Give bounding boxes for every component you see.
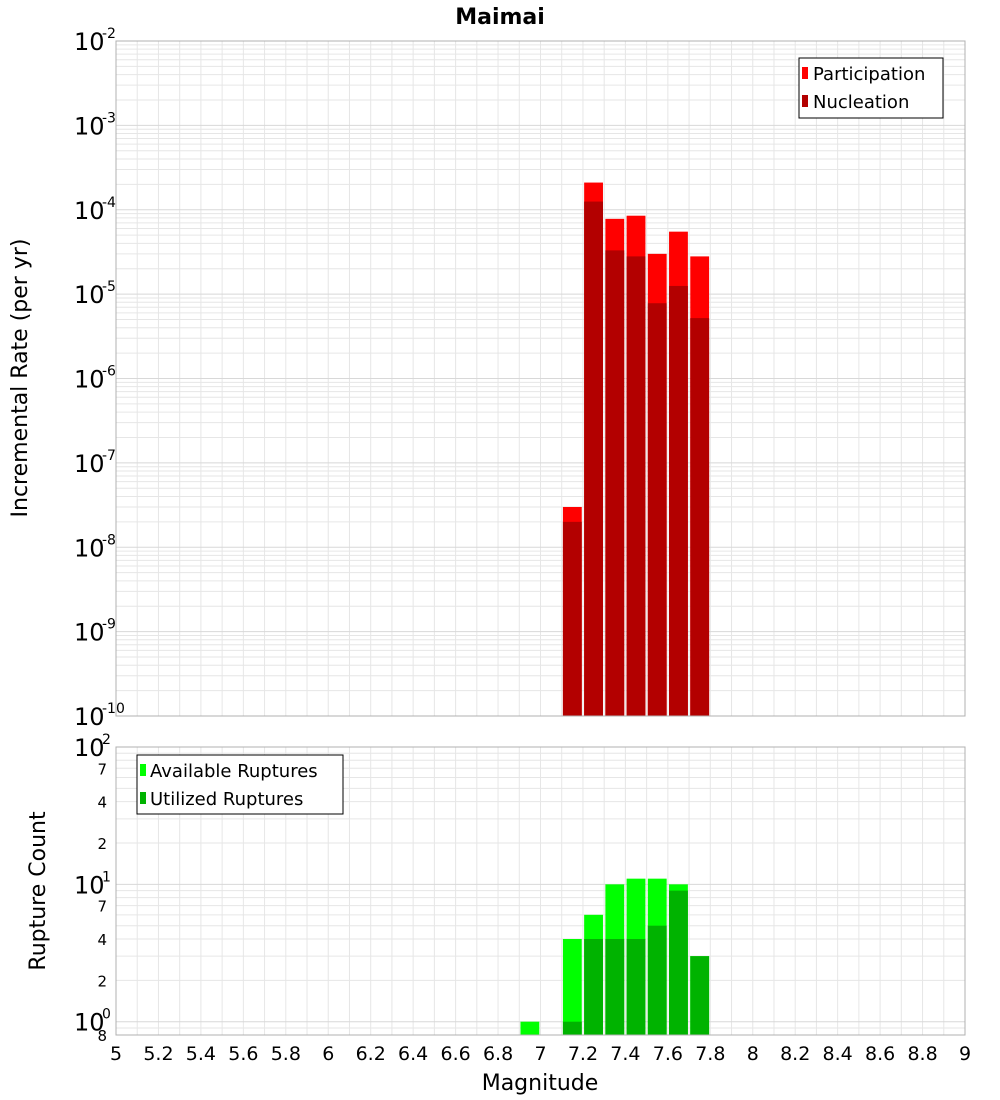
nucleation-bar <box>669 285 688 716</box>
y-tick-label: 10 <box>74 112 105 140</box>
y-tick-exponent: -8 <box>102 532 116 548</box>
x-tick-label: 8.4 <box>823 1043 853 1065</box>
legend-swatch-available <box>140 764 146 776</box>
bottom-legend: Available Ruptures Utilized Ruptures <box>136 754 344 815</box>
y-tick-minor-label: 4 <box>97 794 107 812</box>
x-axis-label: Magnitude <box>482 1071 599 1096</box>
y-tick-label: 10 <box>74 28 105 56</box>
y-tick-exponent: 1 <box>102 869 111 885</box>
legend-label-available: Available Ruptures <box>150 761 318 782</box>
y-tick-label: 10 <box>74 1009 105 1037</box>
x-tick-label: 5.6 <box>228 1043 258 1065</box>
y-tick-label: 10 <box>74 281 105 309</box>
nucleation-bar <box>690 318 710 716</box>
utilized-ruptures-bar <box>669 890 688 1035</box>
bottom-y-axis-label: Rupture Count <box>26 811 51 971</box>
x-tick-label: 7 <box>534 1043 546 1065</box>
y-tick-exponent: -9 <box>102 617 116 633</box>
bottom-plot-frame <box>115 746 966 1036</box>
x-tick-label: 5 <box>110 1043 122 1065</box>
y-tick-exponent: -4 <box>102 195 116 211</box>
y-tick-label: 10 <box>74 197 105 225</box>
utilized-ruptures-bar <box>562 1021 582 1035</box>
legend-swatch-utilized <box>140 792 146 804</box>
y-tick-minor-label: 7 <box>97 760 107 778</box>
y-tick-label: 10 <box>74 450 105 478</box>
y-tick-label: 10 <box>74 871 105 899</box>
top-grid <box>115 40 966 717</box>
y-tick-label: 10 <box>74 534 105 562</box>
bottom-bars <box>520 878 710 1035</box>
y-tick-minor-label: 7 <box>97 898 107 916</box>
x-tick-label: 6.6 <box>440 1043 470 1065</box>
chart-title: Maimai <box>455 5 545 30</box>
nucleation-bar <box>562 521 582 716</box>
y-tick-label: 10 <box>74 366 105 394</box>
x-tick-label: 5.8 <box>271 1043 301 1065</box>
x-tick-label: 9 <box>959 1043 971 1065</box>
top-y-axis-label: Incremental Rate (per yr) <box>8 239 33 518</box>
x-tick-label: 6.8 <box>483 1043 513 1065</box>
x-ticks: 5 5.2 5.4 5.6 5.8 6 6.2 6.4 6.6 6.8 7 7.2 7.4 7.6 7.8 8… <box>110 1043 971 1065</box>
available-ruptures-bar <box>520 1021 540 1035</box>
y-tick-minor-label: 4 <box>97 931 107 949</box>
nucleation-bar <box>647 303 667 716</box>
y-tick-exponent: -5 <box>102 279 116 295</box>
top-bars <box>562 182 710 717</box>
legend-label-nucleation: Nucleation <box>813 92 909 113</box>
top-legend: Participation Nucleation <box>798 57 944 119</box>
legend-label-utilized: Utilized Ruptures <box>150 789 303 810</box>
y-tick-exponent: 2 <box>102 732 111 748</box>
x-tick-label: 5.4 <box>186 1043 216 1065</box>
x-tick-label: 6.2 <box>356 1043 386 1065</box>
x-tick-label: 7.4 <box>610 1043 640 1065</box>
top-plot-frame <box>115 40 966 717</box>
x-tick-label: 5.2 <box>143 1043 173 1065</box>
y-tick-minor-label: 2 <box>97 972 107 990</box>
utilized-ruptures-bar <box>605 939 625 1035</box>
y-tick-minor-label: 2 <box>97 835 107 853</box>
utilized-ruptures-bar <box>690 956 710 1035</box>
utilized-ruptures-bar <box>626 939 646 1035</box>
y-tick-exponent: -2 <box>102 26 116 42</box>
x-tick-label: 8 <box>747 1043 759 1065</box>
x-tick-label: 8.2 <box>780 1043 810 1065</box>
utilized-ruptures-bar <box>647 925 667 1035</box>
y-tick-exponent: -3 <box>102 110 116 126</box>
legend-label-participation: Participation <box>813 64 925 85</box>
legend-swatch-participation <box>802 67 808 79</box>
y-tick-minor-label: 8 <box>97 1027 107 1045</box>
legend-swatch-nucleation <box>802 95 808 107</box>
y-tick-exponent: -10 <box>102 701 125 717</box>
y-tick-label: 10 <box>74 734 105 762</box>
x-tick-label: 7.6 <box>653 1043 683 1065</box>
nucleation-bar <box>584 201 603 716</box>
x-tick-label: 8.8 <box>907 1043 937 1065</box>
utilized-ruptures-bar <box>584 939 603 1035</box>
nucleation-bar <box>605 250 625 717</box>
y-tick-exponent: -7 <box>102 448 116 464</box>
available-ruptures-bar <box>562 939 582 1035</box>
x-tick-label: 6.4 <box>398 1043 428 1065</box>
y-tick-label: 10 <box>74 619 105 647</box>
x-tick-label: 6 <box>322 1043 334 1065</box>
y-tick-label: 10 <box>74 703 105 731</box>
x-tick-label: 8.6 <box>865 1043 895 1065</box>
y-tick-exponent: -6 <box>102 364 116 380</box>
x-tick-label: 7.8 <box>695 1043 725 1065</box>
y-tick-exponent: 0 <box>102 1007 111 1023</box>
nucleation-bar <box>626 256 646 716</box>
x-tick-label: 7.2 <box>568 1043 598 1065</box>
